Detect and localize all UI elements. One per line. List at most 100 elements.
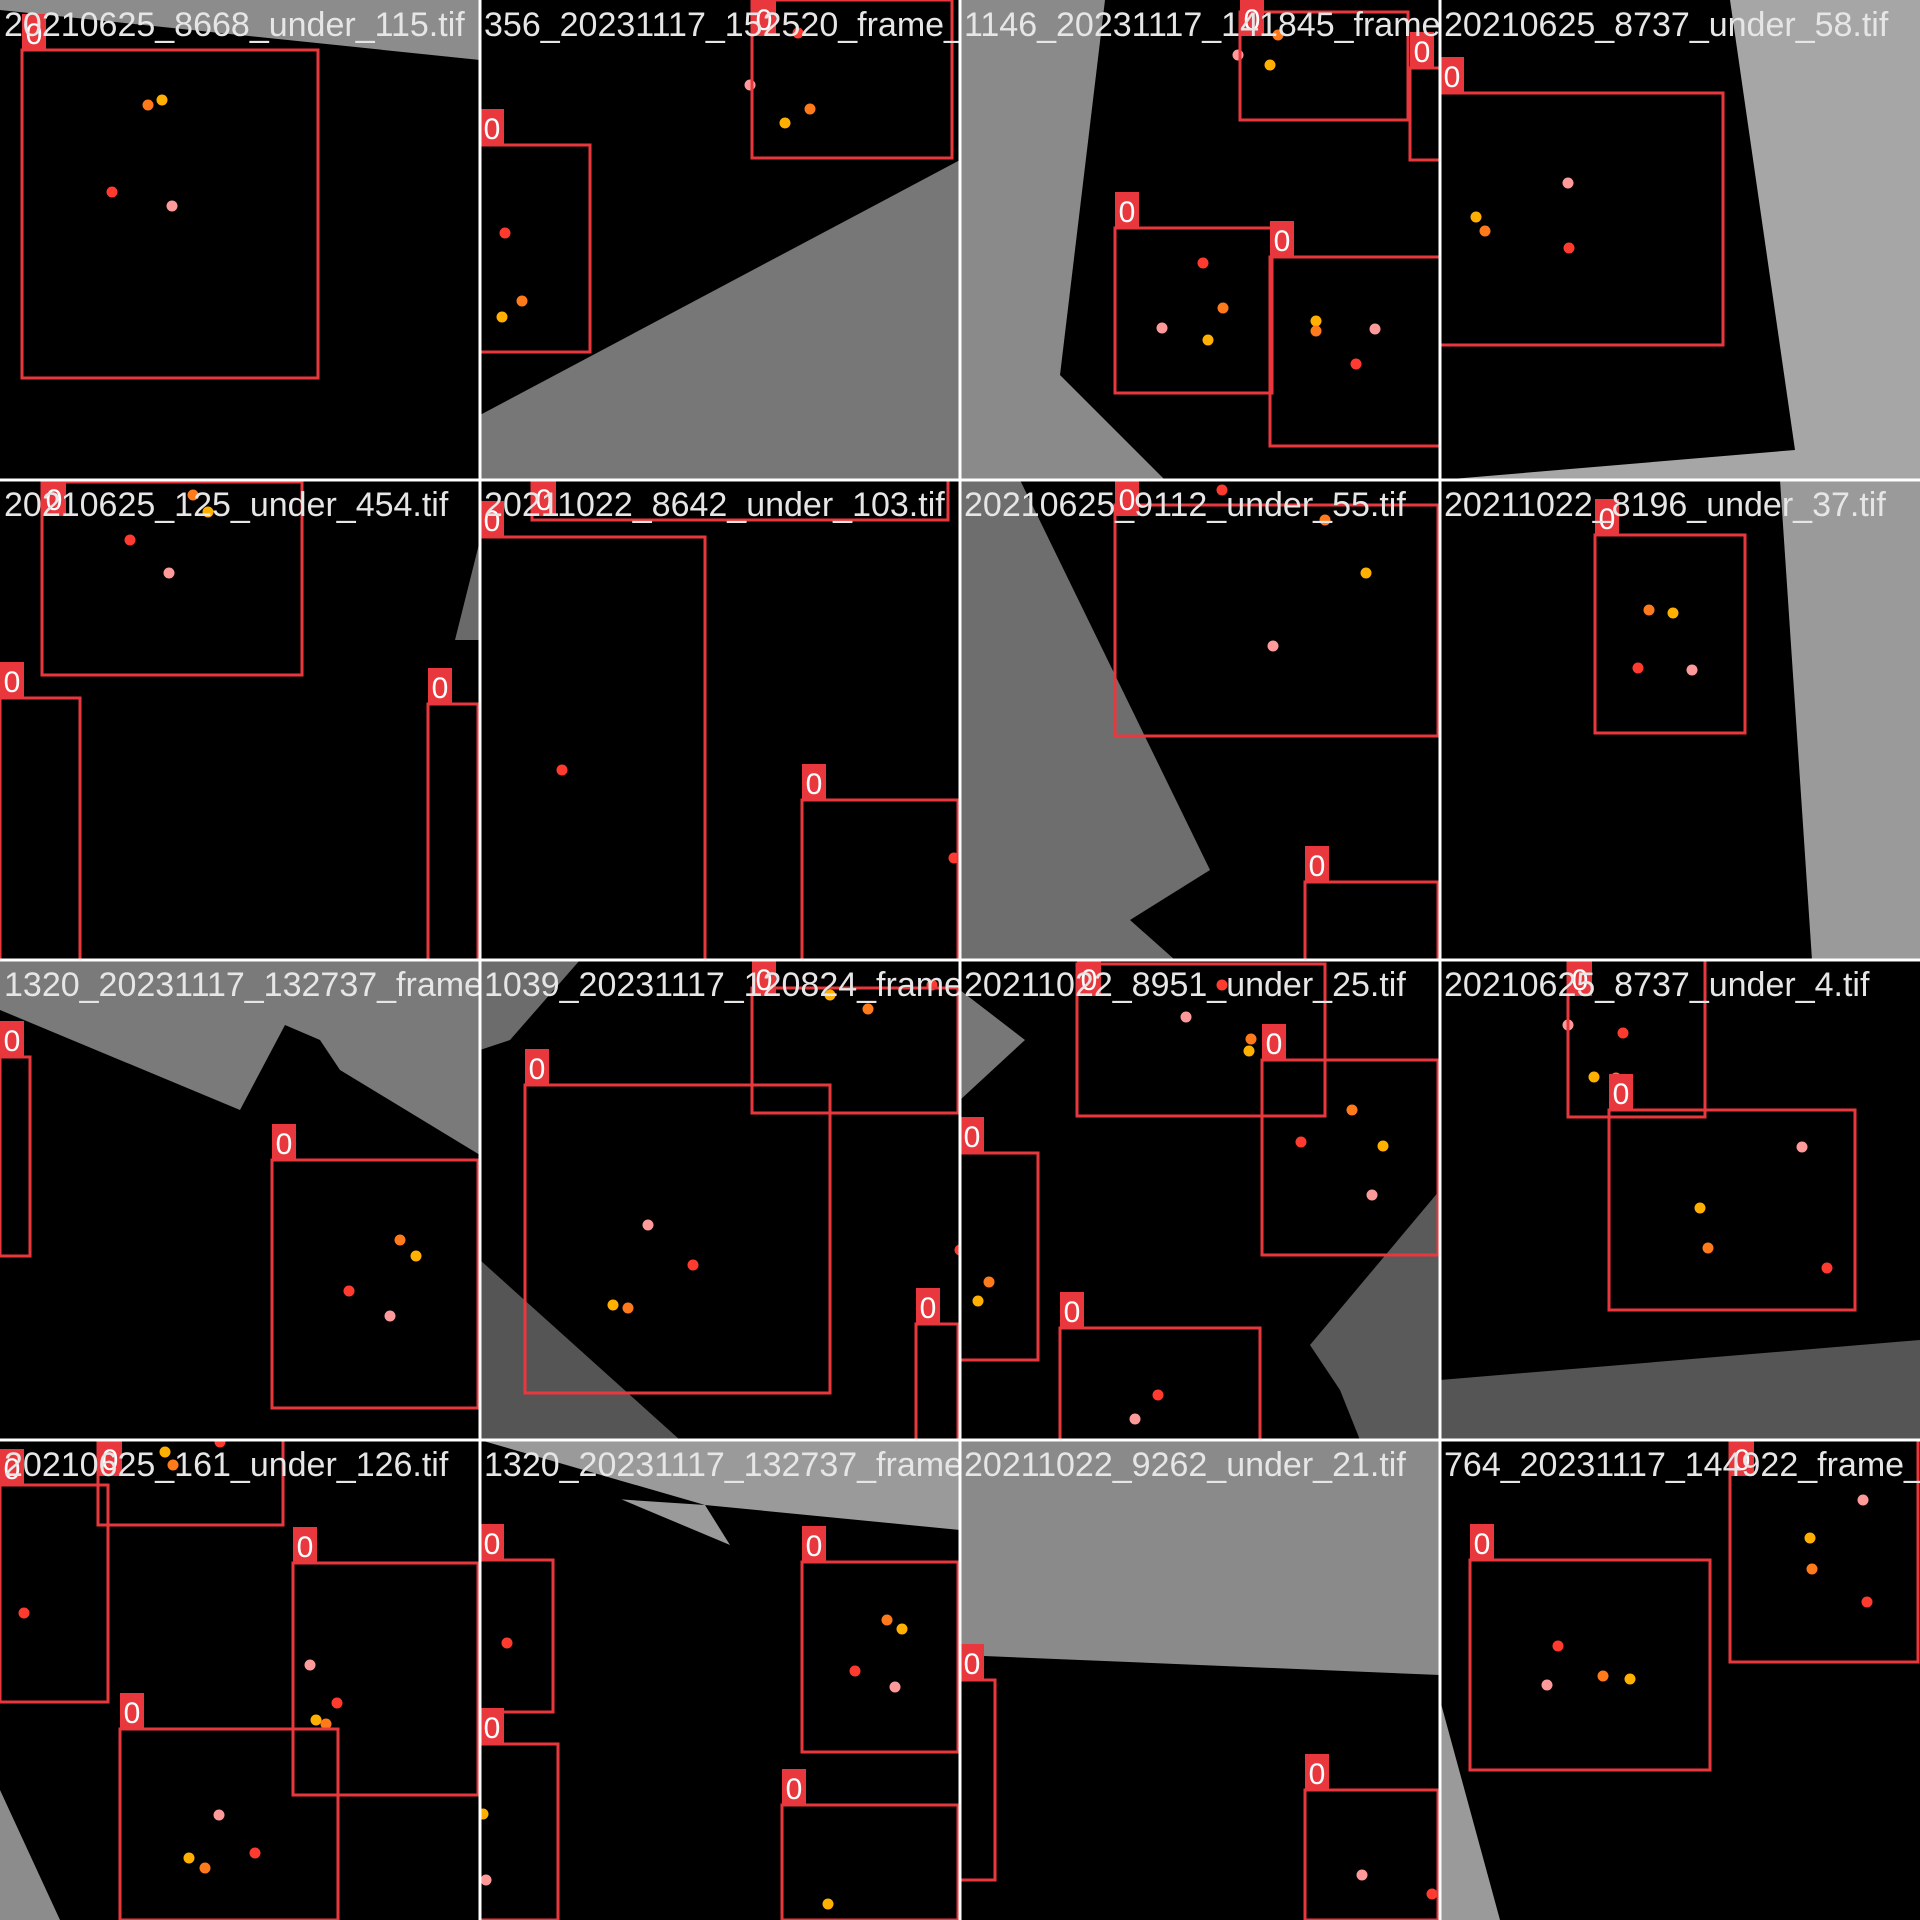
box-class-label: 0 — [1613, 1078, 1630, 1111]
keypoint-marker — [183, 1852, 195, 1864]
box-label-background — [1305, 1754, 1329, 1790]
keypoint-marker — [1197, 257, 1209, 269]
box-class-label: 0 — [297, 1531, 314, 1564]
box-class-label: 0 — [484, 1712, 501, 1745]
image-tile-14: 0 0 0 0 1320_20231117_132737_frame_3.tif — [480, 1440, 960, 1920]
keypoint-marker — [881, 1614, 893, 1626]
bounding-box — [750, 986, 960, 1115]
keypoint-marker — [1804, 1532, 1816, 1544]
box-label-background — [1440, 57, 1464, 93]
box-class-label: 0 — [46, 484, 63, 517]
keypoint-marker — [1588, 1071, 1600, 1083]
keypoint-marker — [687, 1259, 699, 1271]
keypoint-marker — [1667, 607, 1679, 619]
keypoint-marker — [1243, 1045, 1255, 1057]
keypoint-marker — [496, 311, 508, 323]
box-class-label: 0 — [4, 666, 21, 699]
keypoint-marker — [1857, 1494, 1869, 1506]
tile-title: 1039_20231117_120824_frame_8.tif — [484, 966, 1037, 1004]
keypoint-marker — [384, 1310, 396, 1322]
box-label-background — [1609, 1074, 1633, 1110]
box-label-background — [0, 1449, 24, 1485]
bounding-box — [1440, 91, 1725, 347]
bounding-box — [270, 1158, 480, 1410]
keypoint-marker — [1806, 1563, 1818, 1575]
keypoint-marker — [1350, 358, 1362, 370]
box-class-label: 0 — [432, 672, 449, 705]
box-label-background — [480, 1524, 504, 1560]
bounding-box — [1607, 1108, 1857, 1312]
box-class-label: 0 — [806, 1530, 823, 1563]
keypoint-marker — [1563, 242, 1575, 254]
tile-background — [0, 0, 480, 480]
padding-region — [1440, 1340, 1920, 1440]
keypoint-marker — [1180, 1011, 1192, 1023]
keypoint-marker — [480, 1874, 492, 1886]
tile-title: 20210625_8737_under_58.tif — [1444, 6, 1889, 44]
keypoint-marker — [214, 1440, 226, 1448]
box-class-label: 0 — [1414, 36, 1431, 69]
keypoint-marker — [106, 186, 118, 198]
box-label-background — [1115, 480, 1139, 516]
tile-background — [480, 480, 960, 960]
keypoint-marker — [849, 1665, 861, 1677]
bounding-box — [0, 1483, 110, 1704]
keypoint-marker — [1366, 1189, 1378, 1201]
box-label-background — [532, 480, 556, 516]
keypoint-marker — [1217, 302, 1229, 314]
box-class-label: 0 — [102, 1444, 119, 1477]
keypoint-marker — [1377, 1140, 1389, 1152]
keypoint-marker — [1346, 1104, 1358, 1116]
box-label-background — [525, 1049, 549, 1085]
box-class-label: 0 — [1266, 1028, 1283, 1061]
padding-region — [960, 1440, 1440, 1675]
keypoint-marker — [156, 94, 168, 106]
keypoint-marker — [822, 1898, 834, 1910]
keypoint-marker — [1202, 334, 1214, 346]
bounding-box — [1113, 503, 1440, 738]
box-class-label: 0 — [124, 1697, 141, 1730]
bounding-box — [1303, 1788, 1440, 1920]
image-tile-4: 0 20210625_8737_under_58.tif — [1440, 0, 1920, 480]
box-label-background — [1410, 32, 1434, 68]
keypoint-marker — [1552, 1640, 1564, 1652]
box-class-label: 0 — [1572, 964, 1589, 997]
bounding-box — [480, 143, 592, 354]
box-label-background — [1305, 846, 1329, 882]
box-class-label: 0 — [4, 1025, 21, 1058]
keypoint-marker — [556, 764, 568, 776]
box-label-background — [960, 1644, 984, 1680]
tile-title: 20211022_9262_under_21.tif — [964, 1446, 1406, 1484]
box-label-background — [480, 1708, 504, 1744]
box-label-background — [1240, 0, 1264, 36]
keypoint-marker — [1272, 29, 1284, 41]
padding-region — [480, 960, 580, 1050]
keypoint-marker — [1479, 225, 1491, 237]
bounding-box — [800, 798, 960, 960]
keypoint-marker — [167, 1459, 179, 1471]
keypoint-marker — [1152, 1389, 1164, 1401]
keypoint-marker — [1245, 1033, 1257, 1045]
keypoint-marker — [516, 295, 528, 307]
box-label-background — [1568, 960, 1592, 996]
keypoint-marker — [779, 117, 791, 129]
keypoint-marker — [1319, 514, 1331, 526]
box-class-label: 0 — [1274, 225, 1291, 258]
bounding-box — [480, 1558, 555, 1714]
keypoint-marker — [622, 1302, 634, 1314]
box-label-background — [428, 668, 452, 704]
keypoint-marker — [642, 1219, 654, 1231]
box-class-label: 0 — [1309, 850, 1326, 883]
bounding-box — [1075, 962, 1327, 1118]
bounding-box — [1593, 533, 1747, 735]
box-class-label: 0 — [806, 768, 823, 801]
bounding-box — [0, 696, 82, 960]
bounding-box — [800, 1560, 960, 1754]
padding-region — [1780, 480, 1920, 960]
